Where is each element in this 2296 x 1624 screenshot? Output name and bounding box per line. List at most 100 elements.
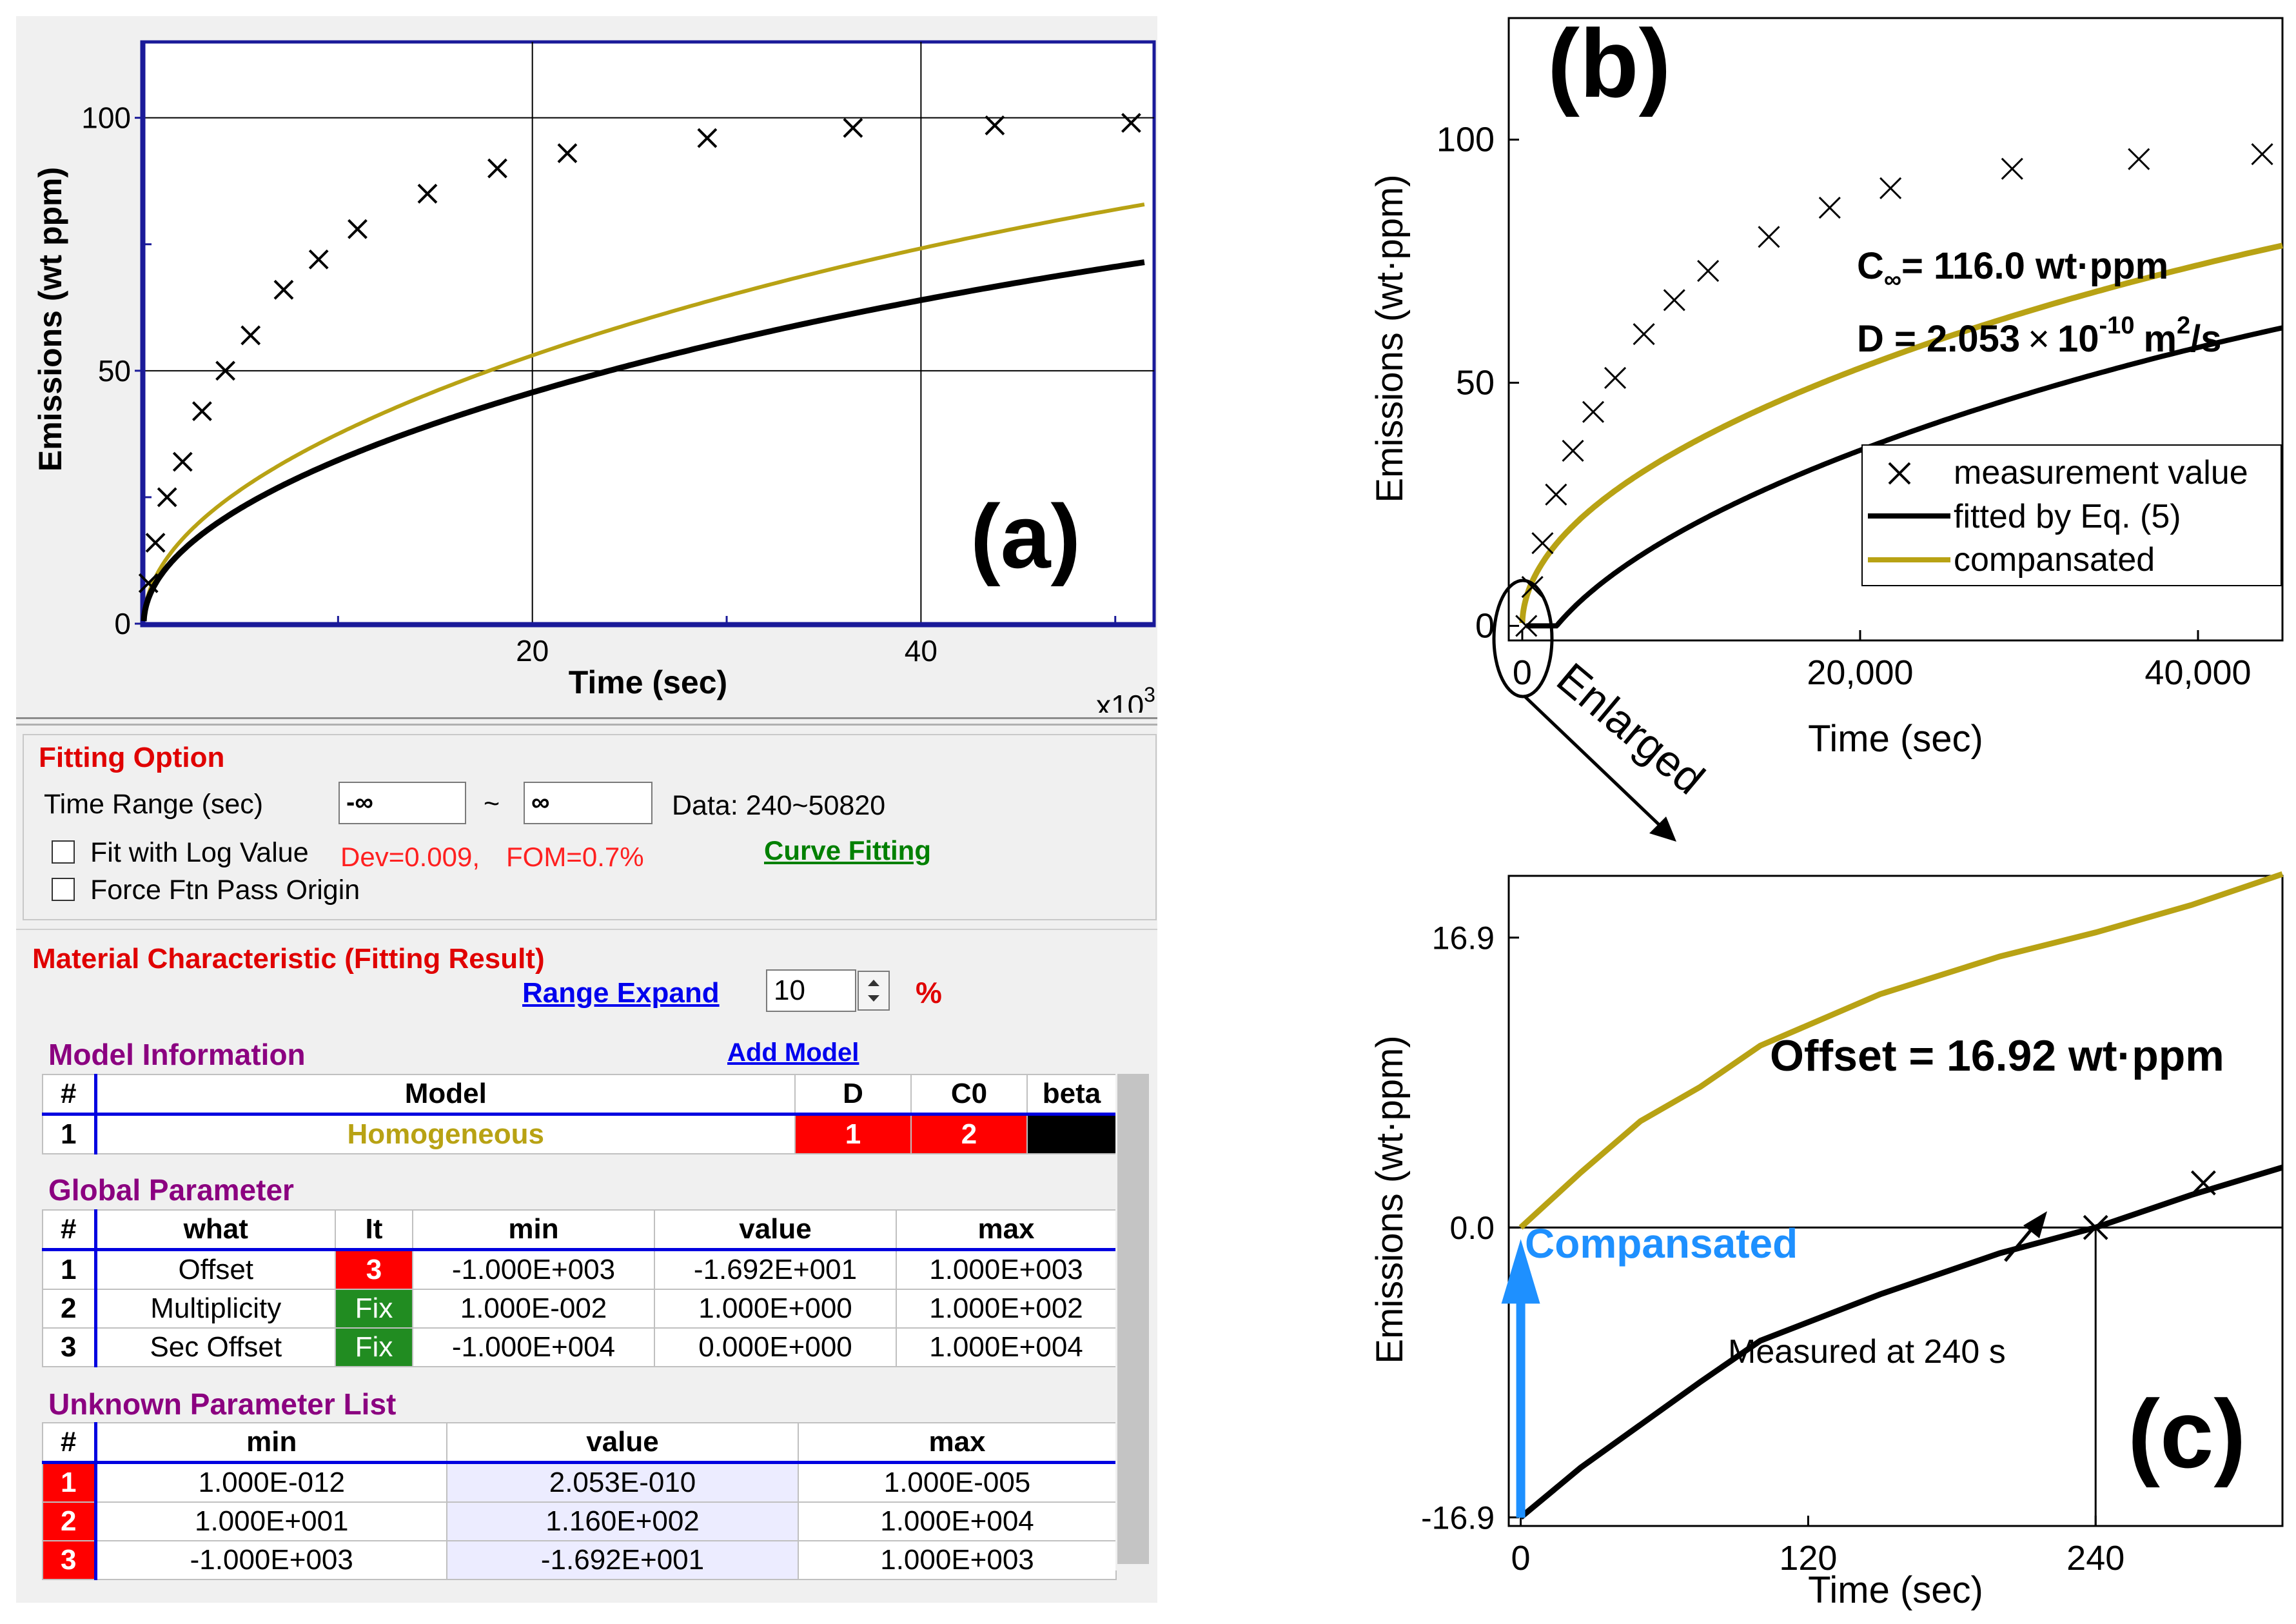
time-range-from-input[interactable]: -∞ (339, 782, 466, 824)
x-axis-label-a: Time (sec) (569, 664, 727, 700)
it-cell: Fix (335, 1327, 413, 1367)
measurement-marker (487, 158, 507, 179)
scrollbar-thumb[interactable] (1117, 1074, 1149, 1564)
table-row[interactable]: 2 Multiplicity Fix 1.000E-002 1.000E+000… (42, 1289, 1117, 1329)
measurement-marker (2001, 157, 2023, 180)
offset-annotation: Offset = 16.92 wt·ppm (1770, 1031, 2224, 1080)
measurement-marker (138, 573, 159, 593)
col-header: value (654, 1209, 897, 1251)
measured-at-label: Measured at 240 s (1728, 1333, 2006, 1371)
time-range-to-input[interactable]: ∞ (524, 782, 652, 824)
table-row[interactable]: 2 1.000E+001 1.160E+002 1.000E+004 (42, 1501, 1117, 1541)
ticks-a: 20 40 0 50 100 (81, 101, 1117, 668)
y-tick-label: 0 (1475, 606, 1495, 645)
curve-fitting-link[interactable]: Curve Fitting (764, 835, 931, 866)
global-param-title: Global Parameter (48, 1173, 294, 1207)
col-header: beta (1026, 1074, 1117, 1116)
c-inf-annotation: C∞= 116.0 wt·ppm (1857, 245, 2168, 293)
y-axis-label-c: Emissions (wt·ppm) (1369, 1035, 1411, 1363)
row-num: 2 (42, 1289, 97, 1329)
fitted-curve-a (141, 259, 1145, 622)
value-cell: 2.053E-010 (446, 1461, 799, 1503)
measurement-marker (1818, 196, 1841, 219)
fit-log-checkbox[interactable] (52, 840, 75, 864)
min-cell: 1.000E-012 (95, 1461, 447, 1503)
measurement-marker (215, 361, 235, 381)
x-tick-label: 40 (905, 634, 937, 668)
ticks-b: 0 20,000 40,000 0 50 100 (1437, 120, 2252, 692)
table-row[interactable]: 1 Homogeneous 1 2 (42, 1113, 1117, 1154)
row-num: 1 (42, 1461, 97, 1503)
panel-label-c: (c) (2128, 1380, 2246, 1488)
x-tick-label: 20 (516, 634, 549, 668)
compensated-curve-c (1518, 871, 2284, 1230)
model-info-table: # Model D C0 beta 1 Homogeneous 1 2 (42, 1074, 1117, 1154)
col-header: max (798, 1422, 1117, 1464)
divider (16, 724, 1157, 726)
y-axis-label-b: Emissions (wt·ppm) (1369, 174, 1411, 502)
table-row[interactable]: 1 1.000E-012 2.053E-010 1.000E-005 (42, 1461, 1117, 1503)
measurement-marker (1545, 483, 1567, 506)
measurement-marker (2190, 1170, 2216, 1196)
y-tick-label: 100 (1437, 120, 1495, 159)
measurement-marker (557, 143, 578, 163)
panel-label-a: (a) (970, 486, 1081, 587)
legend-item-measurement: measurement value (1888, 454, 2248, 491)
plot-frame-a (140, 40, 1156, 628)
percent-sign: % (916, 976, 942, 1009)
range-expand-spinner[interactable] (858, 971, 890, 1011)
range-expand-input[interactable]: 10 (766, 969, 856, 1012)
col-header: what (95, 1209, 336, 1251)
min-cell: 1.000E+001 (95, 1501, 447, 1541)
x-axis-label-b: Time (sec) (1808, 718, 1983, 760)
global-param-table: # what It min value max 1 Offset 3 -1.00… (42, 1209, 1117, 1367)
min-cell: -1.000E+004 (412, 1327, 655, 1367)
max-cell: 1.000E+004 (896, 1327, 1117, 1367)
y-tick-label: -16.9 (1421, 1500, 1495, 1536)
measurement-markers-c (2083, 1170, 2216, 1240)
beta-cell (1026, 1113, 1117, 1154)
x-tick-label: 40,000 (2144, 653, 2251, 692)
compensated-curve-a (142, 202, 1145, 621)
enlarged-label: Enlarged (1547, 653, 1713, 804)
table-row[interactable]: 1 Offset 3 -1.000E+003 -1.692E+001 1.000… (42, 1249, 1117, 1290)
model-name: Homogeneous (95, 1113, 796, 1154)
y-tick-label: 50 (98, 354, 131, 388)
measurement-marker (1633, 322, 1655, 346)
x-axis-label-c: Time (sec) (1808, 1569, 1983, 1611)
measurement-marker (1604, 366, 1627, 389)
y-tick-label: 50 (1456, 363, 1495, 402)
measurement-marker (191, 401, 212, 421)
measurement-marker (273, 279, 294, 300)
value-cell: -1.692E+001 (654, 1249, 897, 1290)
data-range-text: Data: 240~50820 (672, 790, 886, 821)
svg-text:compansated: compansated (1954, 541, 2155, 579)
max-cell: 1.000E+002 (896, 1289, 1117, 1329)
value-cell: 1.160E+002 (446, 1501, 799, 1541)
dev-text: Dev=0.009, (340, 842, 480, 872)
x-multiplier: x103 (1096, 683, 1155, 713)
col-header: C0 (910, 1074, 1028, 1116)
compensated-curve-b (1519, 243, 2283, 624)
value-cell: 1.000E+000 (654, 1289, 897, 1329)
add-model-link[interactable]: Add Model (727, 1038, 859, 1067)
arrow-up-icon (1501, 1239, 1540, 1304)
col-header: Model (95, 1074, 796, 1116)
range-expand-link[interactable]: Range Expand (522, 977, 720, 1009)
pointer-arrow-head-icon (2023, 1211, 2047, 1238)
measurement-marker (308, 249, 329, 270)
measurement-marker (2083, 1214, 2108, 1240)
measurement-marker (1697, 259, 1720, 282)
table-row[interactable]: 3 Sec Offset Fix -1.000E+004 0.000E+000 … (42, 1327, 1117, 1367)
table-row[interactable]: 3 -1.000E+003 -1.692E+001 1.000E+003 (42, 1540, 1117, 1580)
row-num: 1 (42, 1249, 97, 1290)
measurement-marker (157, 487, 177, 508)
col-header: It (335, 1209, 413, 1251)
force-origin-checkbox[interactable] (52, 878, 75, 901)
row-num: 1 (42, 1113, 97, 1154)
col-header: value (446, 1422, 799, 1464)
measurement-marker (843, 117, 863, 138)
x-tick-label: 20,000 (1807, 653, 1913, 692)
panel-b-chart: 0 20,000 40,000 0 50 100 Emissions (wt·ppm) T… (1369, 9, 2284, 842)
x-tick-label: 0 (1511, 1539, 1531, 1578)
